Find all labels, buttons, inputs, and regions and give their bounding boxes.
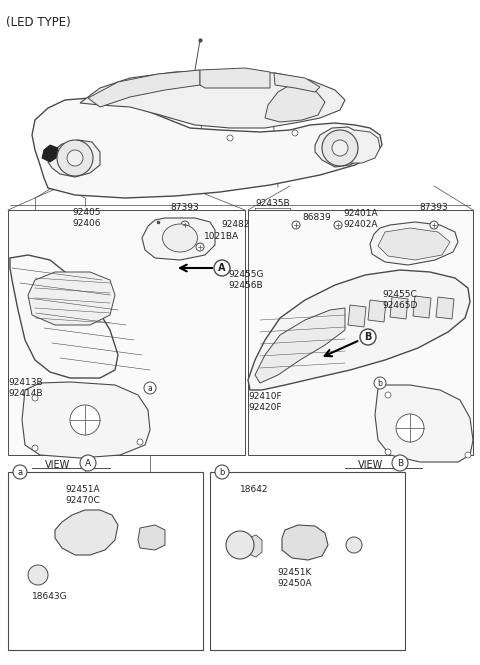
Circle shape bbox=[144, 382, 156, 394]
Polygon shape bbox=[248, 270, 470, 390]
Text: 92413B
92414B: 92413B 92414B bbox=[8, 378, 43, 398]
Circle shape bbox=[32, 395, 38, 401]
Bar bbox=[8, 472, 203, 650]
Circle shape bbox=[80, 455, 96, 471]
Polygon shape bbox=[368, 300, 386, 322]
Circle shape bbox=[215, 465, 229, 479]
Polygon shape bbox=[42, 145, 58, 162]
Circle shape bbox=[385, 449, 391, 455]
Polygon shape bbox=[142, 218, 215, 260]
Circle shape bbox=[292, 130, 298, 136]
Text: 18643G: 18643G bbox=[32, 592, 68, 601]
Text: b: b bbox=[378, 378, 383, 388]
Polygon shape bbox=[246, 535, 262, 557]
Circle shape bbox=[67, 150, 83, 166]
Circle shape bbox=[322, 130, 358, 166]
Bar bbox=[248, 210, 473, 455]
Circle shape bbox=[430, 221, 438, 229]
Circle shape bbox=[392, 455, 408, 471]
Polygon shape bbox=[32, 98, 382, 198]
Circle shape bbox=[137, 439, 143, 445]
Polygon shape bbox=[28, 272, 115, 325]
Circle shape bbox=[385, 392, 391, 398]
Polygon shape bbox=[315, 127, 365, 167]
Text: 92482: 92482 bbox=[222, 220, 250, 229]
Text: a: a bbox=[148, 384, 152, 392]
Text: 87393: 87393 bbox=[420, 203, 448, 212]
Circle shape bbox=[226, 531, 254, 559]
Polygon shape bbox=[48, 140, 100, 177]
Text: 92405
92406: 92405 92406 bbox=[72, 208, 100, 228]
Text: 18642: 18642 bbox=[240, 485, 268, 494]
Bar bbox=[210, 472, 405, 650]
Polygon shape bbox=[200, 68, 270, 88]
Polygon shape bbox=[274, 73, 320, 92]
Polygon shape bbox=[375, 385, 473, 462]
Circle shape bbox=[32, 445, 38, 451]
Circle shape bbox=[374, 377, 386, 389]
Circle shape bbox=[214, 260, 230, 276]
Circle shape bbox=[28, 565, 48, 585]
Text: B: B bbox=[364, 332, 372, 342]
Circle shape bbox=[227, 135, 233, 141]
Polygon shape bbox=[265, 82, 325, 122]
Polygon shape bbox=[436, 297, 454, 319]
Text: b: b bbox=[219, 467, 225, 477]
Circle shape bbox=[181, 221, 189, 229]
Circle shape bbox=[70, 405, 100, 435]
Text: a: a bbox=[17, 467, 23, 477]
Text: 92435B: 92435B bbox=[256, 199, 290, 208]
Circle shape bbox=[465, 452, 471, 458]
Text: 92401A
92402A: 92401A 92402A bbox=[343, 209, 378, 229]
Polygon shape bbox=[55, 510, 118, 555]
Circle shape bbox=[13, 465, 27, 479]
Polygon shape bbox=[10, 255, 118, 378]
Ellipse shape bbox=[163, 224, 197, 252]
Text: VIEW: VIEW bbox=[358, 460, 383, 470]
Polygon shape bbox=[88, 70, 200, 107]
Polygon shape bbox=[282, 525, 328, 560]
Circle shape bbox=[57, 140, 93, 176]
Text: A: A bbox=[218, 263, 226, 273]
Polygon shape bbox=[138, 525, 165, 550]
Text: 92455G
92456B: 92455G 92456B bbox=[228, 270, 264, 290]
Polygon shape bbox=[370, 222, 458, 265]
Text: VIEW: VIEW bbox=[45, 460, 70, 470]
Text: (LED TYPE): (LED TYPE) bbox=[6, 16, 71, 29]
Text: 92455C
92465D: 92455C 92465D bbox=[382, 290, 418, 310]
Circle shape bbox=[292, 221, 300, 229]
Bar bbox=[8, 210, 245, 455]
Circle shape bbox=[360, 329, 376, 345]
Polygon shape bbox=[255, 308, 345, 383]
Polygon shape bbox=[22, 382, 150, 458]
Text: 1021BA: 1021BA bbox=[204, 232, 239, 241]
Circle shape bbox=[346, 537, 362, 553]
Text: 92451K
92450A: 92451K 92450A bbox=[278, 568, 312, 588]
Text: B: B bbox=[397, 458, 403, 467]
Text: 87393: 87393 bbox=[170, 203, 199, 212]
Circle shape bbox=[396, 414, 424, 442]
Polygon shape bbox=[378, 228, 450, 260]
Circle shape bbox=[196, 243, 204, 251]
Polygon shape bbox=[348, 305, 366, 327]
Text: A: A bbox=[85, 458, 91, 467]
Polygon shape bbox=[390, 297, 408, 319]
Polygon shape bbox=[350, 130, 380, 163]
Circle shape bbox=[332, 140, 348, 156]
Text: 92410F
92420F: 92410F 92420F bbox=[248, 392, 282, 412]
Text: 86839: 86839 bbox=[302, 213, 331, 222]
Circle shape bbox=[334, 221, 342, 229]
Polygon shape bbox=[80, 70, 345, 128]
Text: 92451A
92470C: 92451A 92470C bbox=[65, 485, 100, 505]
Polygon shape bbox=[413, 296, 431, 318]
